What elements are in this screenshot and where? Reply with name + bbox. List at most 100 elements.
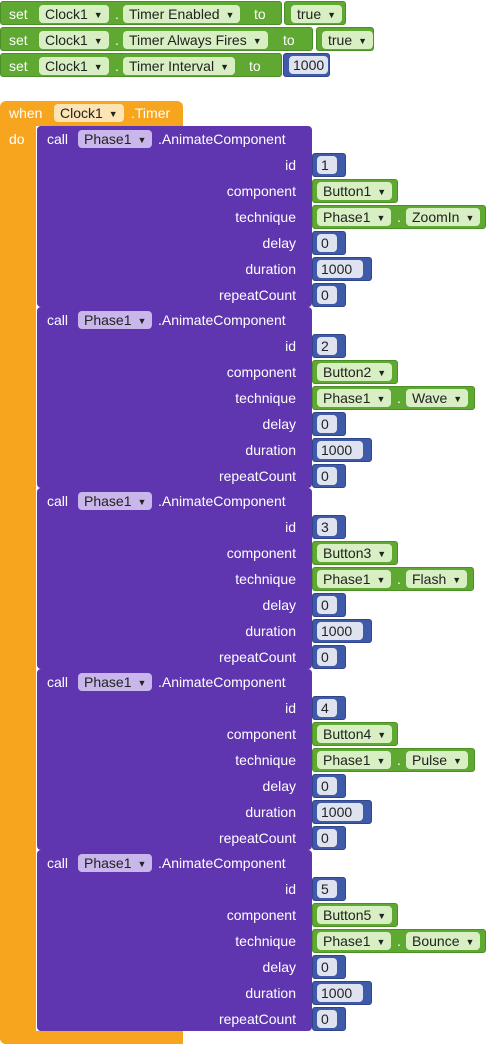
technique-dropdown[interactable]: ZoomIn ▼ [406,208,481,226]
number-value[interactable]: 1000 [317,984,363,1002]
param-label-delay: delay [262,416,296,432]
call-component-dropdown[interactable]: Phase1 ▼ [78,130,153,148]
call-component-dropdown[interactable]: Phase1 ▼ [78,492,153,510]
number-value[interactable]: 1 [317,156,337,174]
dot-separator: . [397,571,401,587]
dropdown-arrow-icon: ▼ [137,135,147,145]
set-label: set [9,6,28,22]
dot-separator: . [115,6,119,22]
technique-component-dropdown[interactable]: Phase1 ▼ [317,570,392,588]
number-value[interactable]: 1000 [317,260,363,278]
param-label-technique: technique [235,209,296,225]
component-dropdown[interactable]: Clock1 ▼ [39,57,109,75]
technique-component-dropdown[interactable]: Phase1 ▼ [317,932,392,950]
number-value[interactable]: 1000 [317,441,363,459]
number-value[interactable]: 0 [317,596,337,614]
dropdown-arrow-icon: ▼ [376,575,386,585]
technique-dropdown[interactable]: Bounce ▼ [406,932,481,950]
true-block[interactable]: true ▼ [284,1,346,25]
dropdown-arrow-icon: ▼ [377,549,387,559]
param-label-duration: duration [245,985,296,1001]
number-block[interactable]: 1000 [283,53,330,77]
set-block-timer-enabled[interactable]: set Clock1 ▼ . Timer Enabled ▼ to [0,1,282,25]
param-label-repeatCount: repeatCount [218,1011,296,1027]
dropdown-arrow-icon: ▼ [220,62,229,72]
dot-separator: . [115,32,119,48]
component-dropdown[interactable]: Clock1 ▼ [39,31,109,49]
component-dropdown[interactable]: Button2 ▼ [317,363,393,381]
dropdown-arrow-icon: ▼ [252,36,262,46]
technique-dropdown[interactable]: Wave ▼ [406,389,469,407]
call-component-dropdown[interactable]: Phase1 ▼ [78,854,153,872]
component-dropdown[interactable]: Clock1 ▼ [39,5,109,23]
number-value[interactable]: 0 [317,829,337,847]
number-value[interactable]: 0 [317,415,337,433]
animate-component-call-block[interactable] [37,669,312,850]
set-label: set [9,32,28,48]
set-block-timer-always-fires[interactable]: set Clock1 ▼ . Timer Always Fires ▼ to [0,27,313,51]
dropdown-arrow-icon: ▼ [137,497,147,507]
animate-component-call-block[interactable] [37,307,312,488]
number-value[interactable]: 0 [317,1010,337,1028]
dropdown-arrow-icon: ▼ [93,62,103,72]
param-label-component: component [226,183,296,199]
dot-separator: . [397,209,401,225]
param-label-id: id [285,700,296,716]
param-label-component: component [226,726,296,742]
param-label-technique: technique [235,390,296,406]
number-value[interactable]: 1000 [317,803,363,821]
dot-separator: . [115,58,119,74]
animate-component-call-block[interactable] [37,126,312,307]
number-value[interactable]: 2 [317,337,337,355]
animate-component-call-block[interactable] [37,488,312,669]
param-label-component: component [226,364,296,380]
param-label-duration: duration [245,261,296,277]
dropdown-arrow-icon: ▼ [327,10,337,20]
method-name: .AnimateComponent [158,855,286,871]
when-label: when [9,105,43,121]
technique-component-dropdown[interactable]: Phase1 ▼ [317,208,392,226]
technique-dropdown[interactable]: Flash ▼ [406,570,468,588]
number-value[interactable]: 3 [317,518,337,536]
event-component-dropdown[interactable]: Clock1 ▼ [54,104,124,122]
true-block[interactable]: true ▼ [316,27,374,51]
technique-component-dropdown[interactable]: Phase1 ▼ [317,389,392,407]
number-value[interactable]: 5 [317,880,337,898]
number-value[interactable]: 0 [317,648,337,666]
param-label-component: component [226,907,296,923]
number-value[interactable]: 0 [317,777,337,795]
component-dropdown[interactable]: Button3 ▼ [317,544,393,562]
number-value[interactable]: 0 [317,958,337,976]
dropdown-arrow-icon: ▼ [453,394,463,404]
dropdown-arrow-icon: ▼ [377,368,387,378]
call-label: call [47,493,69,509]
number-value[interactable]: 4 [317,699,337,717]
param-label-id: id [285,338,296,354]
technique-component-dropdown[interactable]: Phase1 ▼ [317,751,392,769]
component-dropdown[interactable]: Button4 ▼ [317,725,393,743]
component-dropdown[interactable]: Button5 ▼ [317,906,393,924]
event-block-bottom-bar [0,1031,183,1044]
property-dropdown[interactable]: Timer Always Fires ▼ [123,31,268,49]
call-component-dropdown[interactable]: Phase1 ▼ [78,673,153,691]
dropdown-arrow-icon: ▼ [137,859,147,869]
property-dropdown[interactable]: Timer Interval ▼ [123,57,235,75]
dot-separator: . [397,933,401,949]
number-value[interactable]: 0 [317,234,337,252]
dropdown-arrow-icon: ▼ [377,730,387,740]
number-value[interactable]: 0 [317,467,337,485]
number-value[interactable]: 0 [317,286,337,304]
animate-component-call-block[interactable] [37,850,312,1031]
call-component-dropdown[interactable]: Phase1 ▼ [78,311,153,329]
number-value[interactable]: 1000 [317,622,363,640]
property-dropdown[interactable]: Timer Enabled ▼ [123,5,241,23]
component-dropdown[interactable]: Button1 ▼ [317,182,393,200]
dropdown-arrow-icon: ▼ [465,213,475,223]
param-label-id: id [285,881,296,897]
boolean-dropdown[interactable]: true ▼ [322,31,374,49]
number-value[interactable]: 1000 [289,56,329,74]
call-label: call [47,131,69,147]
technique-dropdown[interactable]: Pulse ▼ [406,751,468,769]
boolean-dropdown[interactable]: true ▼ [291,5,343,23]
set-block-timer-interval[interactable]: set Clock1 ▼ . Timer Interval ▼ to [0,53,282,77]
